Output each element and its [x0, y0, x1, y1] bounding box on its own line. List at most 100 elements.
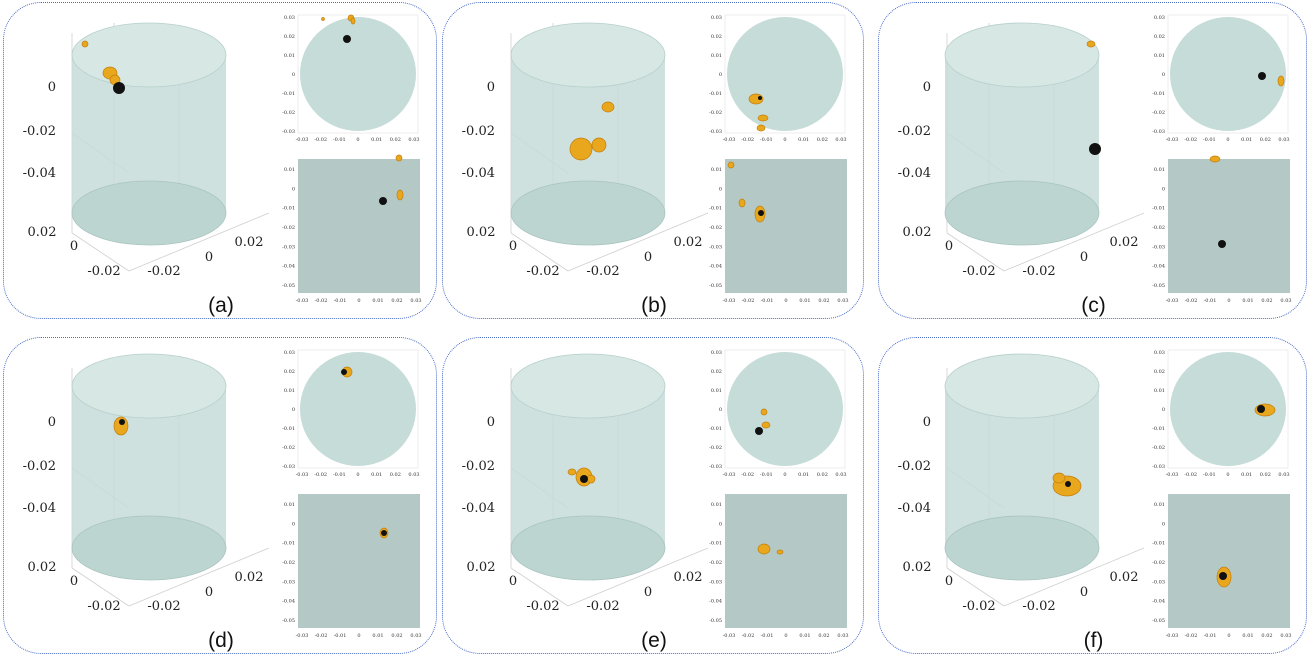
side-x-tick: -0.03 [296, 633, 309, 639]
y-axis: 0.02 0 -0.02 [1022, 235, 1138, 279]
y-tick-label: -0.02 [147, 264, 180, 279]
top-y-tick: -0.03 [709, 464, 722, 470]
x-tick-label: 0 [945, 574, 953, 589]
side-y-tick: -0.05 [282, 618, 295, 624]
top-x-tick: 0.02 [390, 472, 401, 478]
top-y-tick: -0.03 [1152, 129, 1165, 135]
side-x-tick: 0.02 [1261, 633, 1272, 639]
particle [727, 161, 735, 169]
side-x-tick: -0.03 [296, 298, 309, 304]
side-y-tick: -0.02 [282, 225, 295, 231]
x-tick-label: 0 [70, 239, 78, 254]
y-axis: 0.02 0 -0.02 [586, 570, 702, 614]
z-tick-label: -0.02 [898, 459, 931, 474]
side-view-inset: 0.01 0 -0.01 -0.02 -0.03 -0.04 -0.05 -0.03 -0.02… [1152, 159, 1292, 304]
top-x-tick: 0.03 [408, 472, 419, 478]
cylinder [510, 353, 666, 581]
side-x-tick: 0 [784, 298, 787, 304]
side-x-tick: 0.01 [372, 633, 383, 639]
side-y-tick: -0.02 [709, 560, 722, 566]
side-x-tick: -0.03 [1166, 298, 1179, 304]
top-x-tick: 0.03 [835, 137, 846, 143]
particle [350, 17, 356, 25]
top-x-tick: -0.03 [723, 137, 736, 143]
z-axis: 0 -0.02 -0.04 [898, 80, 931, 181]
top-x-tick: -0.02 [1184, 137, 1197, 143]
top-x-tick: -0.03 [723, 472, 736, 478]
side-x-tick: -0.01 [761, 633, 774, 639]
side-y-tick: -0.04 [282, 599, 295, 605]
side-x-tick: 0 [1227, 298, 1230, 304]
particle-cluster [81, 14, 404, 205]
z-tick-label: -0.02 [898, 124, 931, 139]
top-x-tick: 0.02 [390, 137, 401, 143]
top-x-tick: 0.02 [1260, 472, 1271, 478]
particle [569, 137, 593, 161]
panel-label: (e) [641, 629, 667, 652]
panel-graphic: 0-0.02-0.040.020-0.020.020-0.020.030.020… [462, 14, 849, 317]
top-y-tick: 0.02 [284, 369, 295, 375]
top-y-tick: 0.02 [711, 369, 722, 375]
top-x-tick: -0.03 [1166, 472, 1179, 478]
top-y-tick: 0 [719, 72, 722, 78]
particle [757, 543, 771, 555]
panel-graphic: 0-0.02-0.040.020-0.020.020-0.020.030.020… [23, 14, 422, 317]
top-x-tick: 0.01 [371, 137, 382, 143]
panel-e: 0 -0.02 -0.04 0.02 0 -0.02 0.02 0 -0.02 0.03 0.02 0… [442, 337, 864, 654]
x-tick-label: 0.02 [28, 225, 57, 240]
side-x-tick: -0.03 [1166, 633, 1179, 639]
side-y-tick: 0.01 [711, 167, 722, 173]
x-tick-label: 0.02 [467, 560, 496, 575]
x-tick-label: -0.02 [87, 599, 120, 614]
panel-graphic: 0-0.02-0.040.020-0.020.020-0.020.030.020… [898, 349, 1292, 652]
particle-cluster [113, 366, 389, 539]
side-x-tick: 0.02 [818, 298, 829, 304]
top-y-tick: 0.03 [1154, 350, 1165, 356]
z-axis: 0 -0.02 -0.04 [898, 415, 931, 516]
center-marker [1258, 72, 1266, 80]
center-marker [1089, 143, 1101, 155]
x-tick-label: 0.02 [467, 225, 496, 240]
top-x-tick: 0 [1226, 137, 1229, 143]
y-tick-label: 0.02 [1110, 570, 1139, 585]
y-tick-label: 0.02 [235, 570, 264, 585]
panel-graphic: 0-0.02-0.040.020-0.020.020-0.020.030.020… [462, 349, 849, 652]
particle [738, 198, 746, 208]
x-axis: 0.02 0 -0.02 [28, 560, 121, 614]
side-x-tick: 0.02 [1261, 298, 1272, 304]
y-tick-label: 0 [644, 250, 652, 265]
y-tick-label: 0.02 [1110, 235, 1139, 250]
particle [760, 408, 768, 416]
side-x-tick: 0 [357, 298, 360, 304]
top-x-tick: -0.03 [1166, 137, 1179, 143]
z-tick-label: 0 [48, 80, 56, 95]
top-y-tick: 0.01 [284, 388, 295, 394]
z-tick-label: -0.04 [462, 501, 495, 516]
side-y-tick: 0 [292, 521, 295, 527]
top-x-tick: 0 [783, 137, 786, 143]
particle-cluster [569, 93, 769, 223]
top-x-tick: -0.02 [741, 472, 754, 478]
particle [1277, 75, 1285, 87]
top-y-tick: 0.01 [1154, 53, 1165, 59]
side-x-tick: 0.03 [410, 298, 421, 304]
cylinder [944, 22, 1100, 246]
cylinder [944, 353, 1100, 581]
y-tick-label: 0 [1080, 250, 1088, 265]
center-marker [1065, 481, 1071, 487]
y-tick-label: -0.02 [1022, 599, 1055, 614]
side-x-tick: 0.01 [799, 633, 810, 639]
z-tick-label: -0.04 [462, 166, 495, 181]
top-y-tick: -0.02 [709, 110, 722, 116]
center-marker [341, 369, 347, 375]
top-y-tick: 0.03 [1154, 15, 1165, 21]
x-tick-label: 0 [945, 239, 953, 254]
top-x-tick: 0.02 [1260, 137, 1271, 143]
z-tick-label: 0 [48, 415, 56, 430]
side-x-tick: 0.03 [837, 298, 848, 304]
x-tick-label: 0 [509, 239, 517, 254]
x-axis: 0.02 0 -0.02 [467, 560, 560, 614]
side-y-tick: -0.04 [1152, 264, 1165, 270]
y-tick-label: -0.02 [147, 599, 180, 614]
top-y-tick: -0.03 [282, 464, 295, 470]
